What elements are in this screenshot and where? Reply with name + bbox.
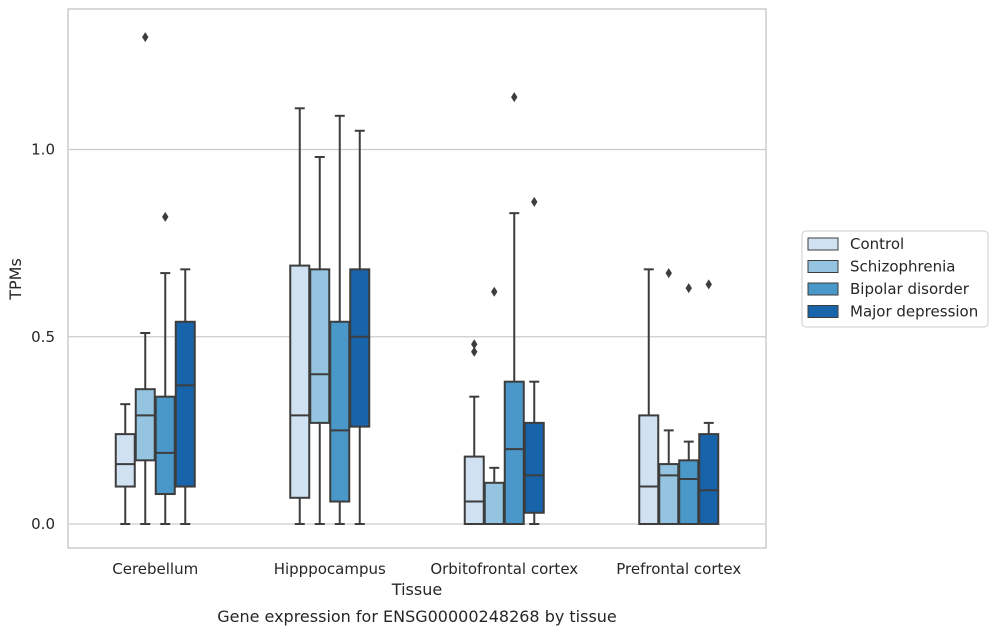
box [114,403,136,525]
category-group [289,107,371,525]
category-group [463,92,545,525]
box [154,211,176,525]
outlier-point [471,339,478,350]
box-body [658,463,680,525]
box-body [638,414,660,525]
x-tick-labels: Cerebellum Hipppocampus Orbitofrontal cort… [112,560,741,578]
box-body [349,268,371,428]
box-body [463,455,485,525]
outlier-point [531,196,538,207]
legend-item: Control [807,235,904,253]
box [678,283,700,525]
legend-swatch [807,282,839,296]
plot-frame [67,8,767,549]
x-tick-label: Prefrontal cortex [616,560,741,578]
legend-frame [801,230,989,328]
box-body [698,433,720,525]
box [289,107,311,525]
outlier-point [705,279,712,290]
box [483,286,505,525]
legend-label: Schizophrenia [850,258,955,276]
box-body [154,395,176,496]
chart-title: Gene expression for ENSG00000248268 by t… [217,607,617,626]
category-group [114,32,196,525]
category-group [638,268,720,525]
legend-label: Major depression [850,303,978,321]
legend-item: Schizophrenia [807,258,955,276]
x-tick-label: Hipppocampus [274,560,386,578]
box-body [134,388,156,462]
box [349,129,371,525]
box [503,92,525,525]
box [329,114,351,525]
box-body [503,380,525,525]
box-body [483,481,505,525]
box [638,268,660,525]
box-body [174,320,196,488]
legend-item: Major depression [807,303,978,321]
box [174,268,196,525]
legend-swatch [807,260,839,273]
box-body [523,421,545,514]
box-body [329,320,351,503]
y-tick-label: 1.0 [31,141,55,159]
outlier-point [471,346,478,357]
legend-label: Bipolar disorder [850,280,970,298]
x-axis-label: Tissue [391,580,442,599]
y-tick-label: 0.5 [31,328,55,346]
x-tick-label: Orbitofrontal cortex [430,560,578,578]
y-tick-label: 0.0 [31,515,55,533]
box-groups [114,32,720,525]
x-tick-label: Cerebellum [112,560,198,578]
box [463,339,485,525]
box-body [678,459,700,525]
box-body [114,433,136,488]
box [698,279,720,525]
outlier-point [665,268,672,279]
legend-swatch [807,237,839,251]
box-body [289,264,311,499]
legend-item: Bipolar disorder [807,280,970,298]
y-tick-labels: 0.00.51.01.52.02.5 [31,141,55,534]
outlier-point [162,211,169,222]
legend: Control Schizophrenia Bipolar disorder Majo… [801,230,989,328]
outlier-point [511,92,518,103]
legend-swatch [807,305,839,318]
outlier-point [142,32,149,43]
outlier-point [491,286,498,297]
box [309,155,331,525]
box [523,196,545,525]
box [134,32,156,525]
outlier-point [685,283,692,294]
legend-label: Control [850,235,904,253]
y-axis-label: TPMs [6,258,25,301]
box-body [309,268,331,424]
box [658,268,680,525]
